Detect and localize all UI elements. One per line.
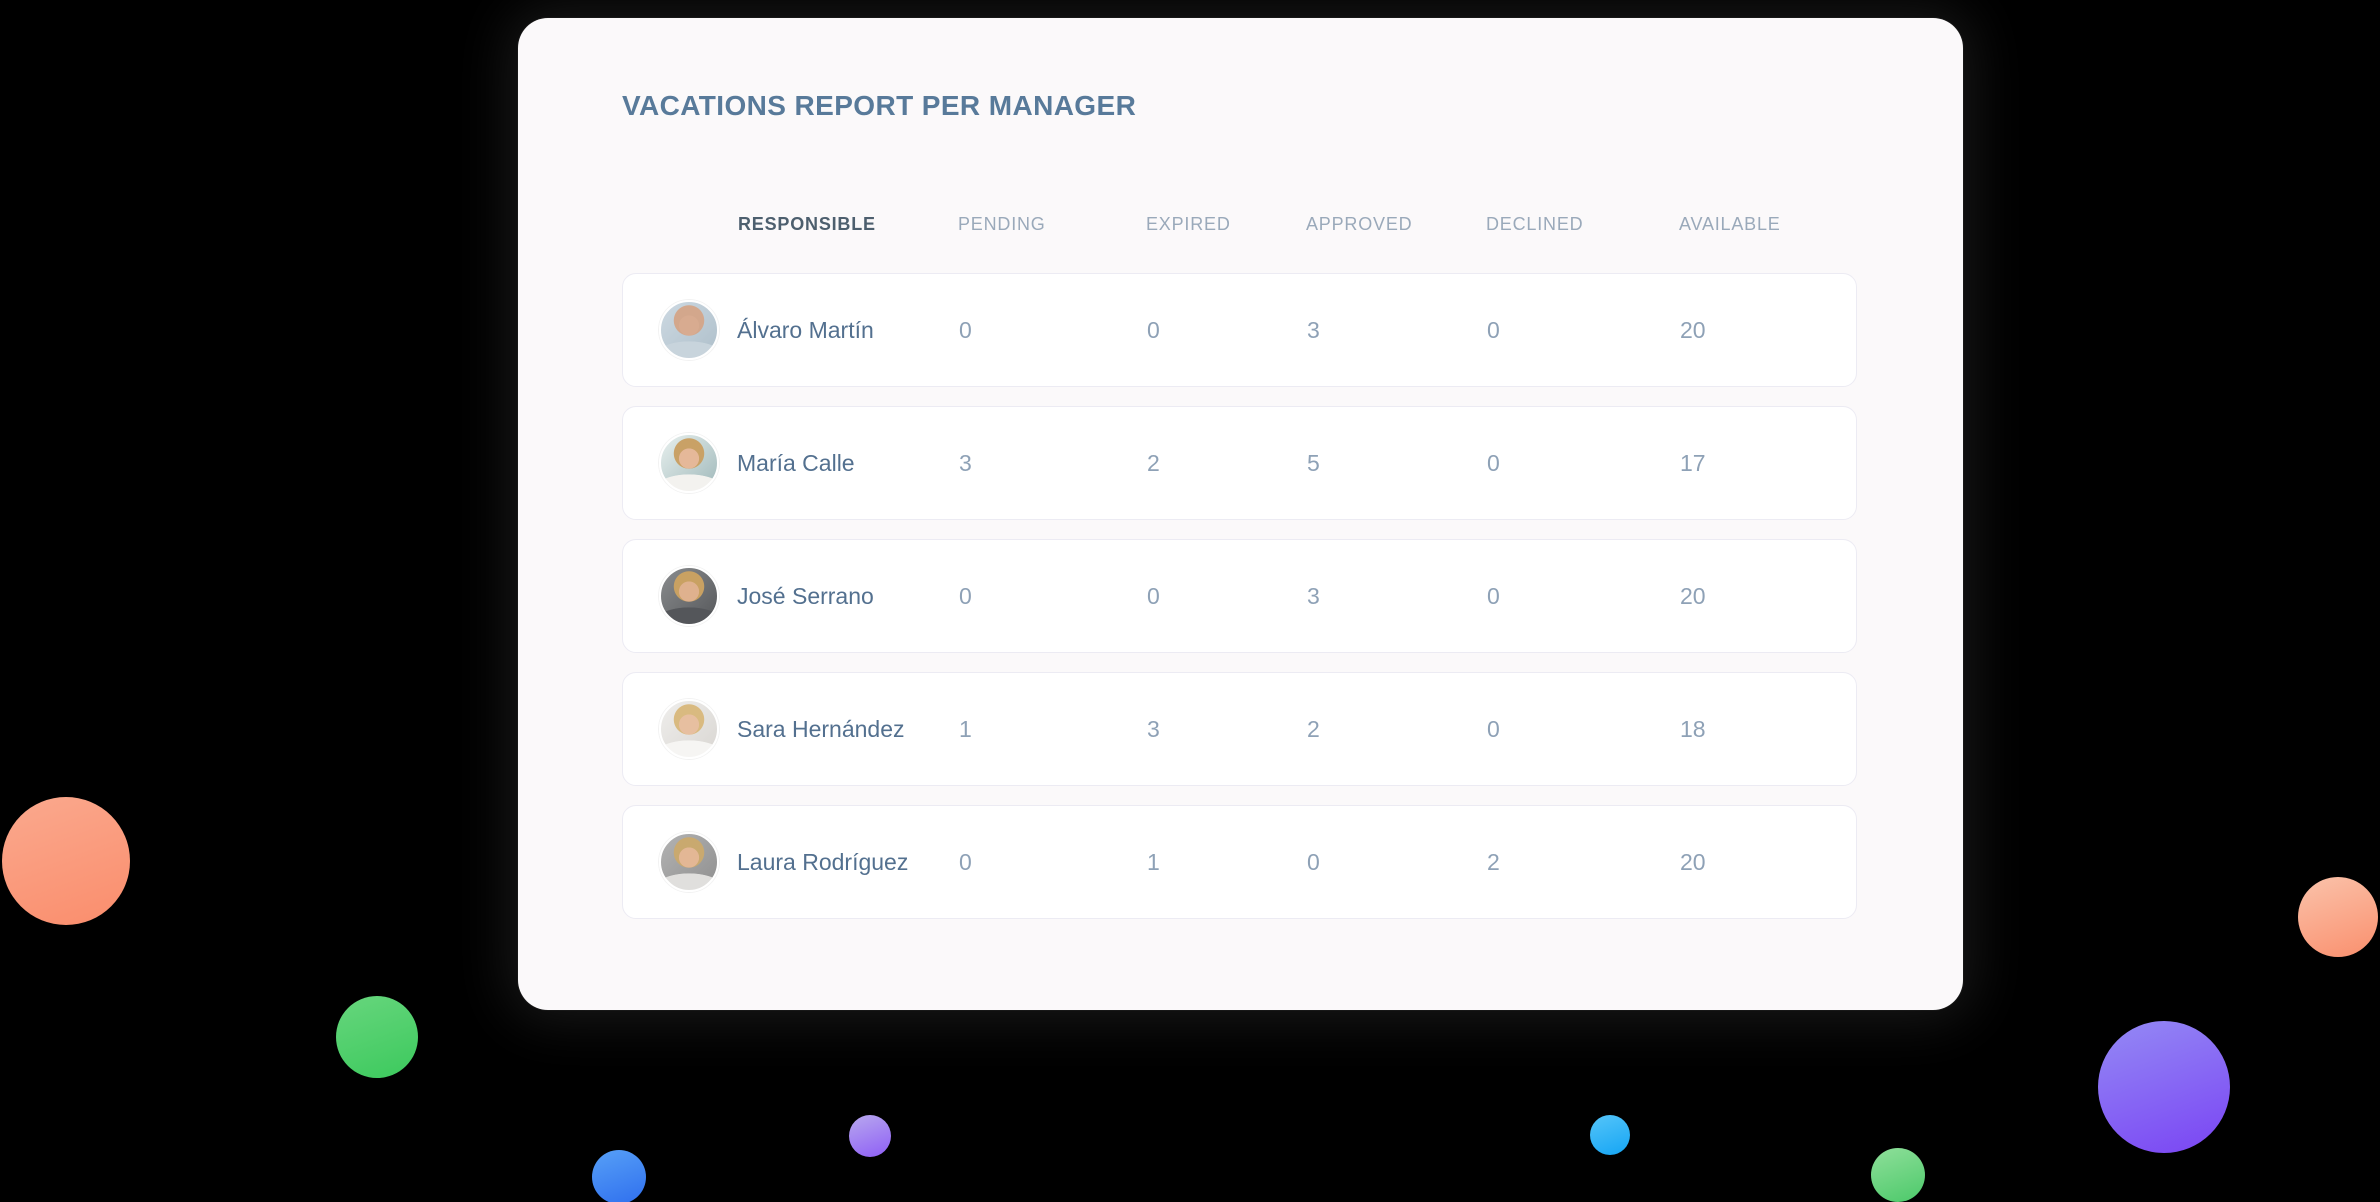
available-value: 18 bbox=[1680, 715, 1706, 742]
expired-value: 2 bbox=[1147, 449, 1160, 476]
approved-value: 5 bbox=[1307, 449, 1320, 476]
available-value: 20 bbox=[1680, 848, 1706, 875]
column-header-declined: DECLINED bbox=[1486, 213, 1584, 234]
responsible-cell: María Calle bbox=[623, 433, 959, 493]
table-row[interactable]: Álvaro Martín 0 0 3 0 20 bbox=[622, 273, 1857, 387]
decor-circle-purple-large-right bbox=[2098, 1021, 2230, 1153]
decor-circle-cyan-bottom-center bbox=[1590, 1115, 1630, 1155]
decor-circle-green-bottom-right bbox=[1871, 1148, 1925, 1202]
declined-value: 0 bbox=[1487, 582, 1500, 609]
responsible-cell: José Serrano bbox=[623, 566, 959, 626]
pending-value: 1 bbox=[959, 715, 972, 742]
table-row[interactable]: Sara Hernández 1 3 2 0 18 bbox=[622, 672, 1857, 786]
decor-circle-orange-large-left bbox=[2, 797, 130, 925]
manager-avatar bbox=[659, 832, 719, 892]
decor-circle-green-left bbox=[336, 996, 418, 1078]
decor-circle-purple-small-center bbox=[849, 1115, 891, 1157]
decor-circle-blue-bottom-left bbox=[592, 1150, 646, 1202]
expired-value: 1 bbox=[1147, 848, 1160, 875]
declined-value: 0 bbox=[1487, 316, 1500, 343]
manager-name: Álvaro Martín bbox=[737, 316, 874, 343]
expired-value: 0 bbox=[1147, 316, 1160, 343]
expired-value: 3 bbox=[1147, 715, 1160, 742]
table-body: Álvaro Martín 0 0 3 0 20 María Calle 3 2… bbox=[622, 273, 1857, 919]
report-card: VACATIONS REPORT PER MANAGER RESPONSIBLE… bbox=[518, 18, 1963, 1010]
responsible-cell: Sara Hernández bbox=[623, 699, 959, 759]
responsible-cell: Álvaro Martín bbox=[623, 300, 959, 360]
declined-value: 0 bbox=[1487, 449, 1500, 476]
table-row[interactable]: José Serrano 0 0 3 0 20 bbox=[622, 539, 1857, 653]
column-header-expired: EXPIRED bbox=[1146, 213, 1231, 234]
manager-name: José Serrano bbox=[737, 582, 874, 609]
approved-value: 3 bbox=[1307, 316, 1320, 343]
report-title: VACATIONS REPORT PER MANAGER bbox=[622, 90, 1137, 121]
available-value: 20 bbox=[1680, 582, 1706, 609]
manager-avatar bbox=[659, 699, 719, 759]
column-header-responsible: RESPONSIBLE bbox=[738, 213, 876, 234]
decor-circle-orange-small-right bbox=[2298, 877, 2378, 957]
table-row[interactable]: María Calle 3 2 5 0 17 bbox=[622, 406, 1857, 520]
pending-value: 3 bbox=[959, 449, 972, 476]
column-header-available: AVAILABLE bbox=[1679, 213, 1781, 234]
manager-avatar bbox=[659, 433, 719, 493]
responsible-cell: Laura Rodríguez bbox=[623, 832, 959, 892]
approved-value: 2 bbox=[1307, 715, 1320, 742]
pending-value: 0 bbox=[959, 848, 972, 875]
expired-value: 0 bbox=[1147, 582, 1160, 609]
column-header-approved: APPROVED bbox=[1306, 213, 1413, 234]
table-row[interactable]: Laura Rodríguez 0 1 0 2 20 bbox=[622, 805, 1857, 919]
approved-value: 3 bbox=[1307, 582, 1320, 609]
declined-value: 0 bbox=[1487, 715, 1500, 742]
manager-name: Sara Hernández bbox=[737, 715, 905, 742]
pending-value: 0 bbox=[959, 582, 972, 609]
manager-avatar bbox=[659, 300, 719, 360]
manager-name: María Calle bbox=[737, 449, 855, 476]
manager-avatar bbox=[659, 566, 719, 626]
manager-name: Laura Rodríguez bbox=[737, 848, 909, 875]
available-value: 17 bbox=[1680, 449, 1706, 476]
pending-value: 0 bbox=[959, 316, 972, 343]
approved-value: 0 bbox=[1307, 848, 1320, 875]
available-value: 20 bbox=[1680, 316, 1706, 343]
table-header-row: RESPONSIBLE PENDING EXPIRED APPROVED DECLINE… bbox=[622, 210, 1857, 238]
column-header-pending: PENDING bbox=[958, 213, 1046, 234]
declined-value: 2 bbox=[1487, 848, 1500, 875]
